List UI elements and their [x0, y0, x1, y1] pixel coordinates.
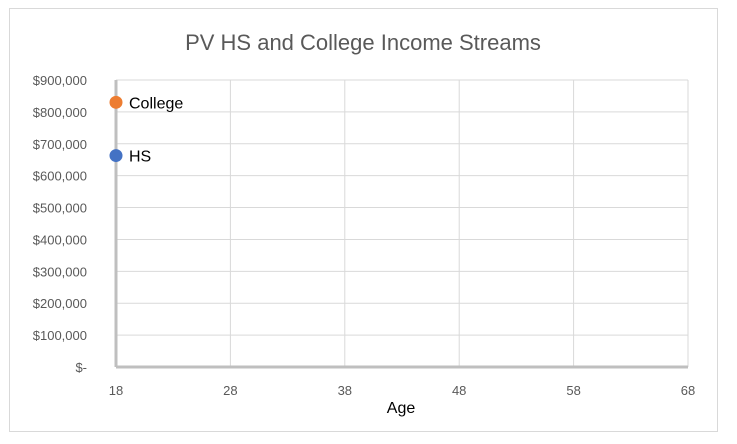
y-tick-label: $500,000 — [33, 201, 87, 216]
x-tick-label: 58 — [566, 383, 580, 398]
y-tick-label: $700,000 — [33, 137, 87, 152]
y-axis-ticks: $- $100,000 $200,000 $300,000 $400,000 $500,0… — [33, 73, 87, 375]
point-college — [109, 95, 123, 109]
y-tick-label: $200,000 — [33, 296, 87, 311]
x-tick-label: 68 — [681, 383, 695, 398]
point-label-college: College — [129, 95, 183, 112]
y-tick-label: $100,000 — [33, 328, 87, 343]
y-tick-label: $600,000 — [33, 169, 87, 184]
point-hs — [109, 149, 123, 163]
x-axis-title: Age — [387, 400, 416, 417]
x-tick-label: 28 — [223, 383, 237, 398]
chart-title: PV HS and College Income Streams — [185, 30, 541, 55]
data-points: College HS — [109, 95, 183, 166]
y-tick-label: $900,000 — [33, 73, 87, 88]
x-tick-label: 48 — [452, 383, 466, 398]
y-tick-label: $300,000 — [33, 264, 87, 279]
y-tick-label: $800,000 — [33, 105, 87, 120]
grid — [116, 79, 689, 367]
axes — [114, 80, 688, 369]
x-tick-label: 38 — [338, 383, 352, 398]
point-label-hs: HS — [129, 149, 151, 166]
x-axis-ticks: 18 28 38 48 58 68 — [109, 383, 695, 398]
y-tick-label: $- — [75, 360, 87, 375]
chart-frame — [9, 8, 718, 432]
y-tick-label: $400,000 — [33, 232, 87, 247]
x-tick-label: 18 — [109, 383, 123, 398]
